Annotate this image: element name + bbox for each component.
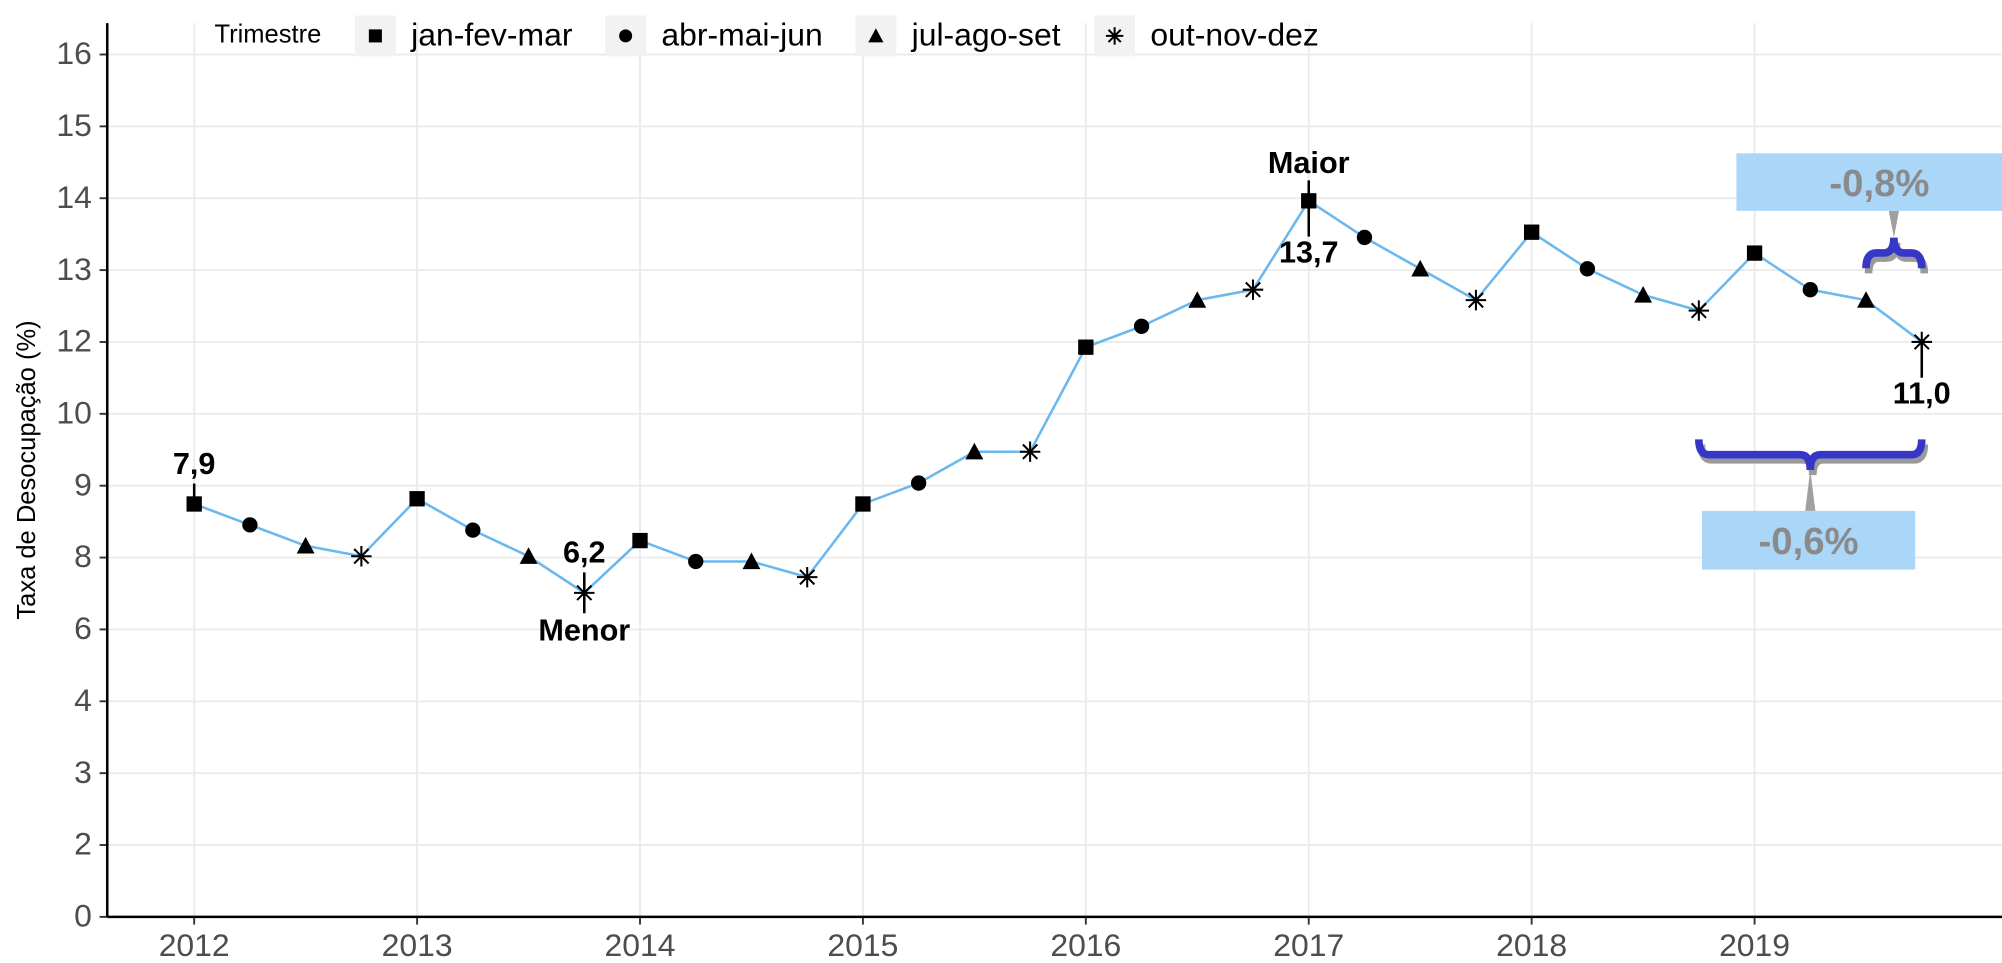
marker-square <box>855 496 871 512</box>
x-tick-label: 2015 <box>827 927 898 963</box>
y-tick-label: 16 <box>56 35 92 71</box>
x-tick-label: 2018 <box>1496 927 1567 963</box>
marker-square <box>368 29 382 43</box>
value-label: 13,7 <box>1279 236 1339 270</box>
annotation: Menor <box>538 614 630 648</box>
marker-square <box>1078 339 1094 355</box>
y-tick-label: 0 <box>74 898 92 934</box>
marker-star <box>1105 27 1124 45</box>
marker-triangle <box>1411 259 1430 277</box>
marker-triangle <box>519 547 538 564</box>
difference-box <box>1736 153 2002 211</box>
y-tick-label: 6 <box>74 610 92 646</box>
y-tick-label: 15 <box>56 107 92 143</box>
brace <box>1862 237 1926 269</box>
brace <box>1695 439 1926 471</box>
value-label: 7,9 <box>173 447 216 481</box>
marker-star <box>1465 289 1487 311</box>
x-tick-label: 2014 <box>605 927 676 963</box>
marker-square <box>1523 224 1540 240</box>
marker-circle <box>465 522 481 538</box>
marker-triangle <box>1857 291 1875 308</box>
y-tick-label: 13 <box>56 251 92 287</box>
y-tick-label: 2 <box>74 826 92 862</box>
x-tick-label: 2016 <box>1050 927 1121 963</box>
y-tick-label: 10 <box>56 395 92 431</box>
y-tick-label: 8 <box>74 538 92 574</box>
marker-circle <box>1802 282 1818 298</box>
marker-circle <box>1356 229 1373 246</box>
marker-circle <box>1579 261 1596 277</box>
marker-circle <box>1133 318 1150 334</box>
marker-circle <box>242 517 258 533</box>
legend-label: abr-mai-jun <box>661 17 822 53</box>
legend-title: Trimestre <box>215 21 322 49</box>
marker-triangle <box>1188 291 1207 308</box>
marker-star <box>1688 300 1710 321</box>
brace-shadow <box>1697 444 1929 476</box>
data-line <box>193 199 1923 595</box>
marker-star <box>351 546 372 567</box>
legend-label: jul-ago-set <box>911 17 1061 53</box>
legend-label: jan-fev-mar <box>410 17 573 53</box>
y-tick-label: 12 <box>56 323 92 359</box>
x-tick-label: 2013 <box>382 927 453 963</box>
marker-circle <box>619 29 633 43</box>
marker-star <box>796 566 818 588</box>
x-tick-label: 2012 <box>159 927 230 963</box>
difference-box <box>1701 510 1916 570</box>
y-tick-label: 9 <box>74 466 92 502</box>
marker-circle <box>910 475 927 491</box>
marker-square <box>632 532 648 549</box>
difference-label: -0,8% <box>1829 162 1929 205</box>
marker-star <box>1242 279 1264 300</box>
y-tick-label: 14 <box>56 179 92 215</box>
marker-square <box>409 491 425 507</box>
value-label: 11,0 <box>1893 377 1951 411</box>
brace-pointer <box>1805 470 1816 511</box>
marker-square <box>1746 245 1763 261</box>
value-label: 6,2 <box>563 536 606 570</box>
marker-triangle <box>868 28 884 43</box>
legend-label: out-nov-dez <box>1150 17 1319 53</box>
brace-pointer <box>1888 210 1899 238</box>
y-tick-label: 4 <box>74 682 92 718</box>
x-tick-label: 2019 <box>1719 927 1790 963</box>
annotation: Maior <box>1268 146 1350 180</box>
marker-triangle <box>296 536 315 554</box>
marker-triangle <box>965 442 984 460</box>
y-tick-label: 3 <box>74 754 92 790</box>
marker-star <box>1019 441 1041 462</box>
marker-triangle <box>742 552 761 570</box>
y-axis-title: Taxa de Desocupação (%) <box>13 320 41 619</box>
marker-circle <box>688 553 704 570</box>
difference-label: -0,6% <box>1759 520 1859 563</box>
x-tick-label: 2017 <box>1273 927 1344 963</box>
marker-triangle <box>1634 285 1653 303</box>
